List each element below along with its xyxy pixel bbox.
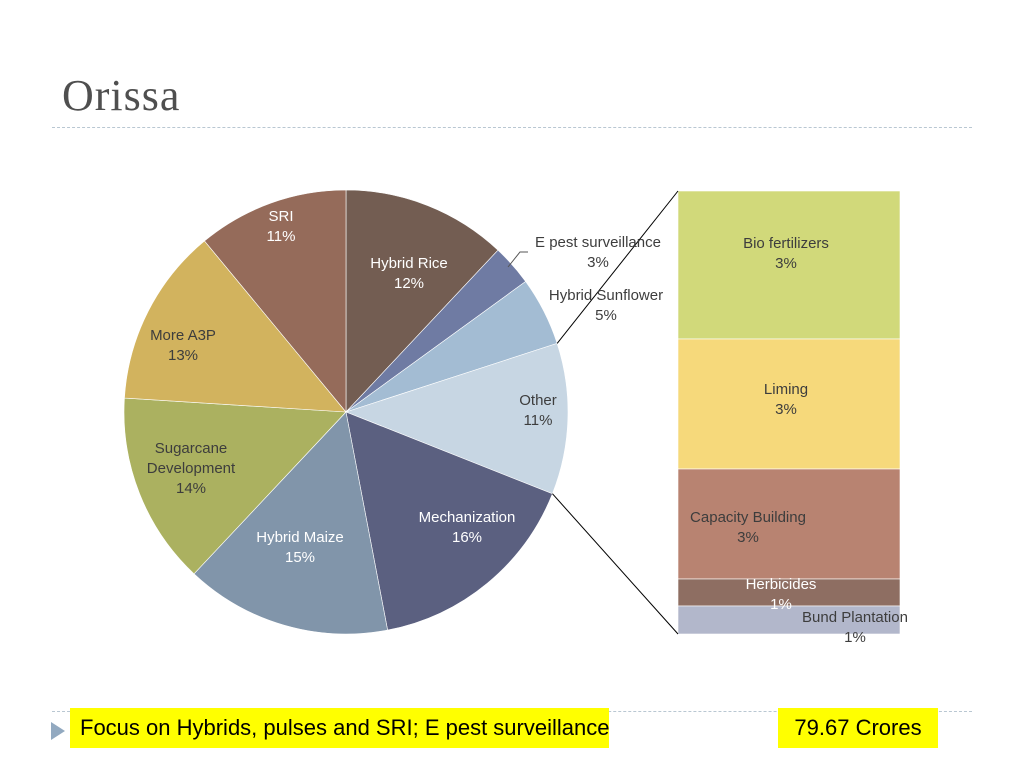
breakdown-segment-herbicides: [677, 578, 901, 607]
focus-note: Focus on Hybrids, pulses and SRI; E pest…: [70, 708, 610, 748]
pie-slice-more-a3p: [124, 240, 347, 413]
slice-label-sri: SRI 11%: [267, 208, 296, 245]
pie-slices: [123, 189, 569, 635]
slice-label-hybrid-sunflower: Hybrid Sunflower 5%: [549, 287, 663, 324]
slice-label-hybrid-rice: Hybrid Rice 12%: [370, 255, 448, 292]
connector-line-bottom: [552, 493, 679, 635]
breakdown-label-bio-fertilizers: Bio fertilizers 3%: [743, 235, 829, 272]
breakdown-label-capacity-building: Capacity Building 3%: [690, 509, 806, 546]
slice-label-more-a3p: More A3P 13%: [150, 327, 216, 364]
breakdown-segment-bio-fertilizers: [677, 190, 901, 340]
pie-slice-hybrid-rice: [345, 189, 499, 413]
pie-slice-mechanization: [345, 411, 553, 631]
slide-title: Orissa: [62, 71, 181, 120]
slice-label-e-pest-surveillance: E pest surveillance 3%: [535, 234, 661, 271]
pie-slice-other: [345, 343, 569, 495]
bullet-triangle-icon: [51, 722, 65, 740]
connector-lines: [507, 190, 679, 635]
pie-slice-sri: [204, 189, 347, 413]
other-breakdown-bar: [677, 190, 901, 635]
slice-label-sugarcane-development: Sugarcane Development 14%: [147, 440, 236, 497]
breakdown-segment-capacity-building: [677, 468, 901, 580]
breakdown-label-bund-plantation: Bund Plantation 1%: [802, 609, 908, 646]
title-divider: [52, 127, 972, 128]
leader-line-e-pest-surveillance: [507, 251, 528, 268]
slice-label-other: Other 11%: [519, 392, 557, 429]
slice-label-mechanization: Mechanization 16%: [419, 509, 516, 546]
breakdown-segment-bund-plantation: [677, 605, 901, 635]
breakdown-label-liming: Liming 3%: [764, 381, 808, 418]
pie-slice-sugarcane-development: [123, 397, 347, 575]
breakdown-label-herbicides: Herbicides 1%: [746, 576, 817, 613]
connector-line-top: [556, 190, 679, 344]
budget-amount: 79.67 Crores: [778, 708, 938, 748]
pie-of-pie-chart: Hybrid Rice 12% E pest surveillance 3% Hybri…: [123, 189, 908, 646]
data-labels: Hybrid Rice 12% E pest surveillance 3% Hybri…: [147, 208, 908, 646]
slice-label-hybrid-maize: Hybrid Maize 15%: [256, 529, 344, 566]
breakdown-segment-liming: [677, 338, 901, 470]
pie-slice-hybrid-maize: [193, 411, 388, 635]
